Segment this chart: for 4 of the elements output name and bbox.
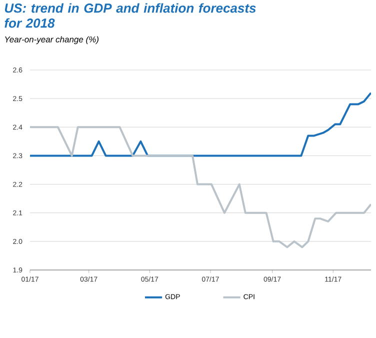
line-series xyxy=(30,92,371,157)
y-axis-title: Year-on-year change (%) xyxy=(5,36,98,44)
chart-title: US: trend in GDP and inflation forecasts for 2018 xyxy=(4,3,256,28)
line-series xyxy=(30,126,371,248)
